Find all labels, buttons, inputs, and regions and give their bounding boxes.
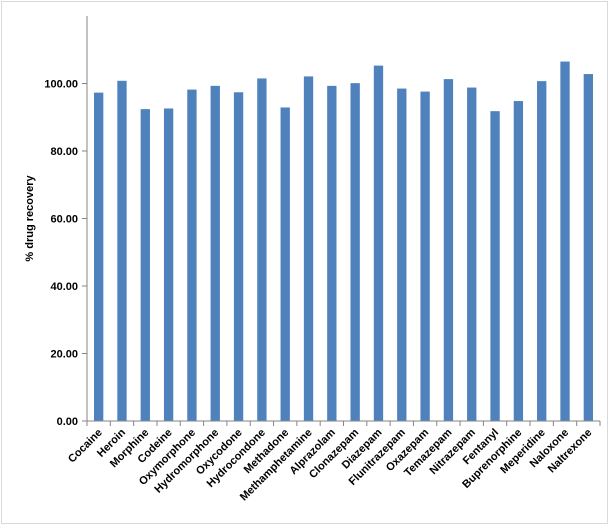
bar-hydromorphone [210, 85, 220, 422]
bar-fentanyl [490, 111, 500, 422]
y-tick-label: 40.00 [50, 281, 78, 293]
y-tick-label: 60.00 [50, 214, 78, 226]
bar-temazepam [443, 79, 454, 422]
bar-flunitrazepam [397, 88, 407, 421]
bar-naltrexone [583, 74, 594, 422]
bar-codeine [163, 108, 174, 421]
x-axis: CocaineHeroinMorphineCodeineOxymorphoneH… [66, 420, 601, 503]
bar-meperidine [537, 81, 547, 421]
bar-diazepam [373, 65, 384, 422]
bar-buprenorphine [513, 101, 524, 422]
bar-methamphetamine [303, 76, 314, 421]
y-tick-label: 80.00 [50, 146, 78, 158]
bar-clonazepam [350, 83, 360, 421]
y-tick-label: 100.00 [44, 79, 78, 91]
bar-methadone [280, 107, 290, 422]
bar-alprazolam [327, 85, 337, 422]
y-axis: 0.00 20.00 40.00 60.00 80.00 100.00 [44, 16, 88, 428]
bar-oxymorphone [187, 89, 197, 421]
y-tick-label: 0.00 [57, 416, 78, 428]
bar-nitrazepam [467, 87, 477, 422]
bar-hydrocondone [257, 78, 267, 421]
bar-oxycodone [233, 92, 244, 422]
y-axis-label: % drug recovery [24, 175, 36, 262]
bar-morphine [140, 109, 150, 422]
bars [93, 61, 594, 422]
bar-heroin [117, 80, 127, 422]
y-tick-label: 20.00 [50, 349, 78, 361]
bar-oxazepam [420, 91, 430, 421]
bar-cocaine [93, 92, 104, 422]
bar-naloxone [560, 61, 570, 421]
